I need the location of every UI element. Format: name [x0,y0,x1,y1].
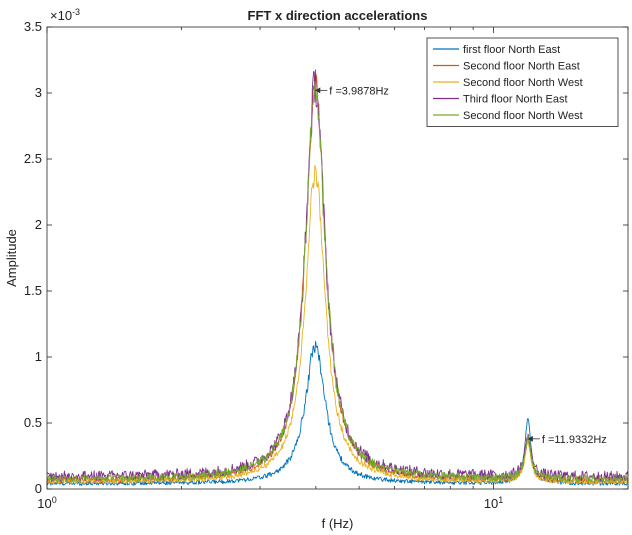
series-line [46,74,629,484]
y-tick-label: 1 [35,349,42,364]
y-axis-exponent-power: -3 [72,7,80,17]
y-tick-label: 3.5 [24,19,42,34]
legend-entry: Second floor North West [463,77,583,89]
plot-area: 0 0.5 1 1.5 2 2.5 3 3.5 100 101 f =3.9878Hz f =11.9… [24,19,629,511]
y-axis-exponent-base: ×10 [50,8,72,23]
annotation: f =3.9878Hz [315,85,389,97]
legend-entry: Third floor North East [463,94,568,106]
annotation-arrow-head [527,435,533,442]
x-axis-label: f (Hz) [322,516,354,531]
annotation: f =11.9332Hz [527,434,607,446]
y-tick-label: 3 [35,85,42,100]
annotation-arrow-head [315,87,321,94]
series-line [46,81,629,484]
legend: first floor North East Second floor North… [426,37,619,127]
y-tick-label: 2 [35,217,42,232]
y-axis-exponent: ×10-3 [50,7,80,23]
x-tick-label: 101 [484,495,503,511]
x-tick-label: 100 [37,495,56,511]
y-tick-label: 0 [35,481,42,496]
series-line [46,164,629,485]
legend-entry: Second floor North West [463,110,583,122]
annotation-label: f =11.9332Hz [542,434,607,446]
y-tick-label: 2.5 [24,151,42,166]
series-line [46,69,629,482]
y-tick-label: 0.5 [24,415,42,430]
legend-entry: first floor North East [463,44,560,56]
series-line [46,340,629,486]
legend-entry: Second floor North East [463,61,580,73]
chart-title: FFT x direction accelerations [248,8,428,23]
plot-frame [46,26,629,490]
annotation-label: f =3.9878Hz [329,85,389,97]
y-axis-label: Amplitude [4,229,19,287]
y-tick-label: 1.5 [24,283,42,298]
